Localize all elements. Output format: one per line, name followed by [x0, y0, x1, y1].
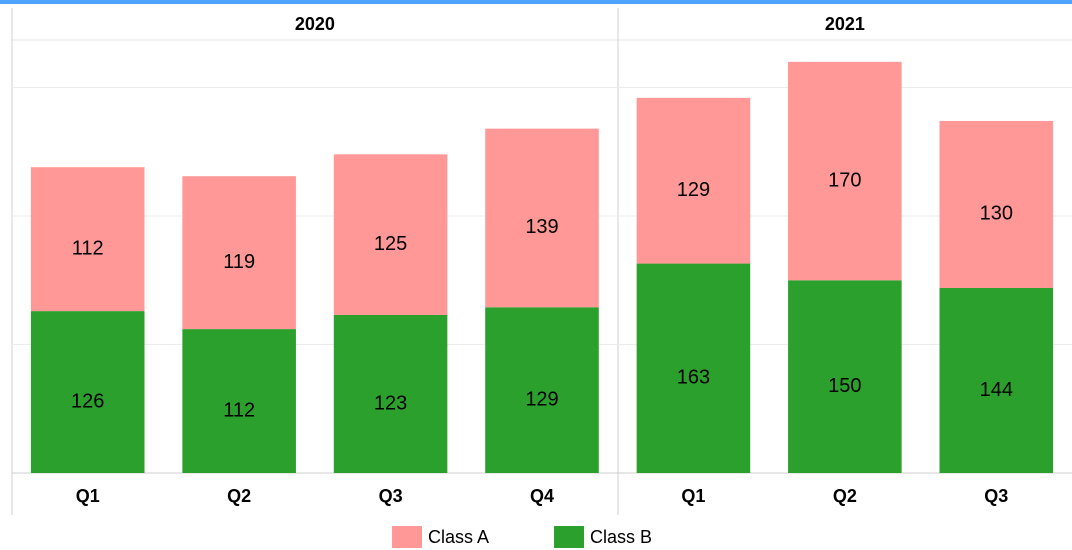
- data-label: 112: [72, 237, 104, 259]
- legend-swatch: [554, 526, 585, 548]
- bar-segment: [939, 287, 1054, 473]
- data-label: 144: [980, 379, 1013, 401]
- legend-swatch: [392, 526, 422, 548]
- data-label: 163: [677, 367, 710, 389]
- bar-segment: [636, 263, 751, 473]
- bar-segment: [939, 120, 1054, 288]
- x-tick-label: Q2: [833, 486, 857, 506]
- group-label: 2020: [295, 14, 335, 34]
- x-tick-label: Q2: [227, 486, 251, 506]
- data-label: 112: [223, 399, 255, 421]
- data-label: 126: [71, 390, 104, 412]
- legend-label: Class B: [590, 527, 652, 547]
- data-label: 139: [525, 216, 558, 238]
- data-label: 170: [828, 169, 861, 191]
- data-label: 119: [223, 251, 255, 273]
- data-label: 130: [980, 203, 1013, 225]
- group-label: 2021: [825, 14, 865, 34]
- data-label: 129: [677, 179, 710, 201]
- bar-segment: [636, 97, 751, 264]
- data-label: 129: [525, 388, 558, 410]
- bar-segment: [30, 311, 145, 473]
- bar-segment: [182, 176, 296, 330]
- data-label: 123: [374, 392, 407, 414]
- x-tick-label: Q3: [379, 486, 403, 506]
- bar-segment: [485, 128, 599, 308]
- top-border: [0, 0, 1072, 4]
- bar-segment: [182, 329, 296, 473]
- bar-segment: [333, 154, 448, 315]
- x-tick-label: Q1: [681, 486, 705, 506]
- bar-segment: [30, 167, 145, 312]
- bar-segment: [788, 61, 902, 281]
- data-label: 125: [374, 233, 407, 255]
- x-tick-label: Q4: [530, 486, 554, 506]
- bar-segment: [485, 307, 599, 473]
- x-tick-label: Q3: [984, 486, 1008, 506]
- bar-segment: [788, 280, 902, 473]
- legend-label: Class A: [428, 527, 489, 547]
- data-label: 150: [828, 375, 861, 397]
- x-tick-label: Q1: [76, 486, 100, 506]
- bar-segment: [333, 314, 448, 473]
